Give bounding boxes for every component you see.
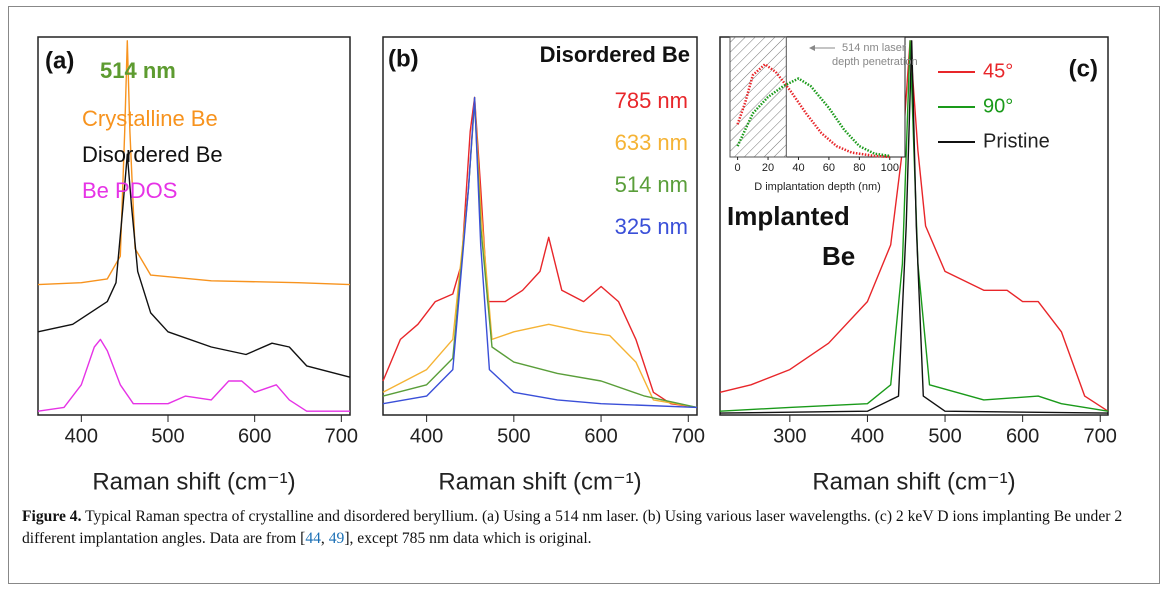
- x-axis-label: D implantation depth (nm): [754, 181, 881, 193]
- x-tick-label: 400: [851, 425, 884, 447]
- x-tick-label: 700: [325, 425, 358, 447]
- annotation: Be: [822, 241, 855, 271]
- x-tick-label: 400: [410, 425, 443, 447]
- spectrum-line: [37, 153, 351, 378]
- x-tick-label: 500: [497, 425, 530, 447]
- panel-label: (b): [388, 45, 419, 72]
- x-tick-label: 400: [65, 425, 98, 447]
- legend-entry: 633 nm: [615, 130, 688, 155]
- penetration-region: [729, 36, 787, 158]
- annotation: 514 nm laser: [842, 42, 906, 54]
- spectrum-line: [382, 96, 698, 409]
- citation: 49: [328, 530, 345, 547]
- legend-entry: 325 nm: [615, 214, 688, 239]
- caption-label: Figure 4.: [22, 508, 82, 525]
- x-tick-label: 500: [151, 425, 184, 447]
- plot-area: [382, 36, 698, 416]
- x-tick-label: 40: [792, 162, 804, 174]
- spectrum-line: [382, 96, 698, 409]
- spectrum-line: [382, 96, 698, 409]
- legend-entry: Disordered Be: [82, 142, 223, 167]
- x-tick-label: 0: [735, 162, 741, 174]
- figure-frame: [8, 6, 1160, 584]
- spectrum-line: [37, 40, 351, 286]
- x-axis-label: Raman shift (cm⁻¹): [438, 468, 641, 495]
- x-tick-label: 20: [762, 162, 774, 174]
- caption: Figure 4. Typical Raman spectra of cryst…: [22, 506, 1147, 550]
- plot-area: [37, 36, 351, 416]
- spectrum-line: [736, 77, 890, 158]
- panel-label: (a): [45, 47, 74, 74]
- x-axis-label: Raman shift (cm⁻¹): [92, 468, 295, 495]
- spectrum-line: [719, 40, 1109, 414]
- x-tick-label: 700: [672, 425, 705, 447]
- x-tick-label: 600: [1006, 425, 1039, 447]
- panel-label: (c): [1069, 55, 1098, 82]
- x-tick-label: 100: [881, 162, 899, 174]
- legend-entry: Crystalline Be: [82, 106, 218, 131]
- caption-separator: ,: [320, 530, 329, 547]
- x-tick-label: 600: [584, 425, 617, 447]
- x-tick-label: 80: [853, 162, 865, 174]
- legend-entry: 90°: [983, 95, 1013, 117]
- annotation: Implanted: [727, 201, 850, 231]
- x-tick-label: 700: [1084, 425, 1117, 447]
- citation: 44: [305, 530, 321, 547]
- spectrum-line: [37, 338, 350, 412]
- legend-title: 514 nm: [100, 58, 176, 83]
- x-tick-label: 600: [238, 425, 271, 447]
- annotation: depth penetration: [832, 56, 918, 68]
- legend-entry: 514 nm: [615, 172, 688, 197]
- x-tick-label: 60: [823, 162, 835, 174]
- spectrum-line: [382, 100, 698, 409]
- legend-entry: 785 nm: [615, 88, 688, 113]
- legend-entry: Be PDOS: [82, 178, 177, 203]
- x-axis-label: Raman shift (cm⁻¹): [812, 468, 1015, 495]
- x-tick-label: 300: [773, 425, 806, 447]
- x-tick-label: 500: [928, 425, 961, 447]
- legend-entry: Pristine: [983, 130, 1050, 152]
- legend-title: Disordered Be: [540, 42, 690, 67]
- caption-text: ], except 785 nm data which is original.: [344, 530, 592, 547]
- spectrum-line: [719, 40, 1109, 412]
- caption-text: Typical Raman spectra of crystalline and…: [22, 508, 1123, 547]
- legend-entry: 45°: [983, 60, 1013, 82]
